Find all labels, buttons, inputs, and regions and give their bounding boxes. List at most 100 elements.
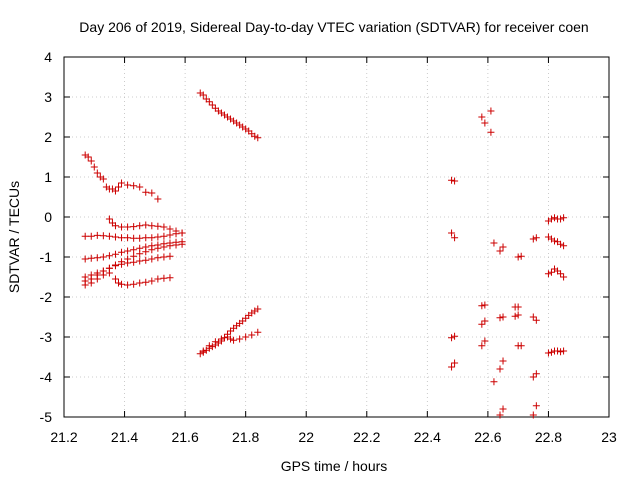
data-point-r3 (547, 215, 555, 223)
data-point-r2 (529, 411, 537, 419)
data-point-r3 (560, 242, 568, 250)
data-point-t4 (118, 248, 126, 256)
data-point-r3 (544, 349, 552, 357)
x-tick-label: 22.8 (535, 429, 562, 445)
data-point-t1 (130, 182, 138, 190)
data-point-t4 (124, 247, 132, 255)
data-point-t4 (111, 250, 119, 258)
data-point-t7 (118, 280, 126, 288)
data-point-r2 (529, 373, 537, 381)
data-point-r2 (532, 402, 540, 410)
data-point-t7 (154, 275, 162, 283)
data-point-t10 (227, 335, 235, 343)
y-tick-label: 0 (44, 209, 52, 225)
data-point-r2 (487, 128, 495, 136)
data-point-r1 (448, 229, 456, 237)
grid-lines (64, 57, 609, 417)
x-tick-label: 21.4 (111, 429, 138, 445)
data-point-t7 (142, 278, 150, 286)
data-point-t9 (220, 334, 228, 342)
data-point-t2 (118, 234, 126, 242)
data-point-t2 (130, 234, 138, 242)
data-point-r2 (490, 239, 498, 247)
data-point-t5 (148, 246, 156, 254)
data-point-r2 (499, 243, 507, 251)
data-point-r2 (532, 234, 540, 242)
data-point-t5 (178, 240, 186, 248)
data-point-t8 (199, 91, 207, 99)
data-point-t4 (99, 253, 107, 261)
data-point-r3 (547, 268, 555, 276)
data-point-r3 (557, 215, 565, 223)
data-point-t7 (93, 275, 101, 283)
y-tick-label: -3 (40, 329, 53, 345)
data-point-r2 (487, 107, 495, 115)
y-tick-label: -1 (40, 249, 53, 265)
data-point-t1 (84, 153, 92, 161)
x-tick-label: 22.2 (353, 429, 380, 445)
data-point-t4 (81, 255, 89, 263)
data-point-r2 (514, 253, 522, 261)
data-point-t8 (251, 132, 259, 140)
data-point-t6 (130, 258, 138, 266)
data-point-t1 (90, 163, 98, 171)
chart-title: Day 206 of 2019, Sidereal Day-to-day VTE… (79, 19, 588, 35)
data-point-t5 (136, 250, 144, 258)
y-tick-label: -5 (40, 409, 53, 425)
data-point-t7 (124, 281, 132, 289)
data-point-r3 (560, 214, 568, 222)
data-point-t5 (130, 252, 138, 260)
data-point-t2 (160, 232, 168, 240)
data-point-r2 (499, 405, 507, 413)
data-point-t9 (208, 343, 216, 351)
data-point-t3 (172, 227, 180, 235)
data-point-r2 (496, 247, 504, 255)
data-point-r2 (496, 365, 504, 373)
data-point-t3 (124, 223, 132, 231)
x-tick-label: 21.6 (171, 429, 198, 445)
data-point-r3 (544, 270, 552, 278)
data-point-t1 (124, 181, 132, 189)
data-point-t3 (105, 215, 113, 223)
x-tick-label: 21.8 (232, 429, 259, 445)
y-tick-label: -4 (40, 369, 53, 385)
data-point-t4 (105, 252, 113, 260)
data-point-t10 (205, 342, 213, 350)
data-point-t1 (93, 169, 101, 177)
data-point-r2 (481, 317, 489, 325)
y-tick-label: 4 (44, 49, 52, 65)
y-tick-label: 1 (44, 169, 52, 185)
plot-frame (63, 56, 610, 418)
data-point-r2 (532, 316, 540, 324)
data-point-t7 (166, 274, 174, 282)
data-point-t6 (160, 253, 168, 261)
data-point-t3 (166, 225, 174, 233)
data-point-r2 (481, 301, 489, 309)
data-point-r2 (478, 113, 486, 121)
data-point-t3 (118, 223, 126, 231)
data-point-t3 (111, 222, 119, 230)
data-point-r2 (478, 302, 486, 310)
data-point-t7 (115, 279, 122, 287)
data-point-t5 (172, 241, 180, 249)
x-tick-label: 23 (601, 429, 617, 445)
data-point-r2 (499, 313, 507, 321)
data-point-t1 (118, 179, 126, 187)
data-point-t8 (254, 134, 262, 142)
data-point-t2 (99, 232, 107, 240)
data-point-t10 (230, 336, 238, 344)
data-point-r2 (490, 378, 498, 386)
data-point-t3 (148, 222, 156, 230)
data-point-t1 (142, 188, 150, 196)
y-tick-label: 2 (44, 129, 52, 145)
data-point-t5 (142, 248, 150, 256)
data-point-t7 (148, 277, 156, 285)
data-point-t2 (87, 232, 95, 240)
x-tick-label: 21.2 (50, 429, 77, 445)
data-point-r3 (551, 214, 558, 222)
data-point-r2 (529, 235, 537, 243)
data-point-r3 (557, 348, 565, 356)
data-point-r2 (499, 357, 507, 365)
data-point-t10 (236, 335, 244, 343)
y-axis-label: SDTVAR / TECUs (6, 181, 22, 293)
